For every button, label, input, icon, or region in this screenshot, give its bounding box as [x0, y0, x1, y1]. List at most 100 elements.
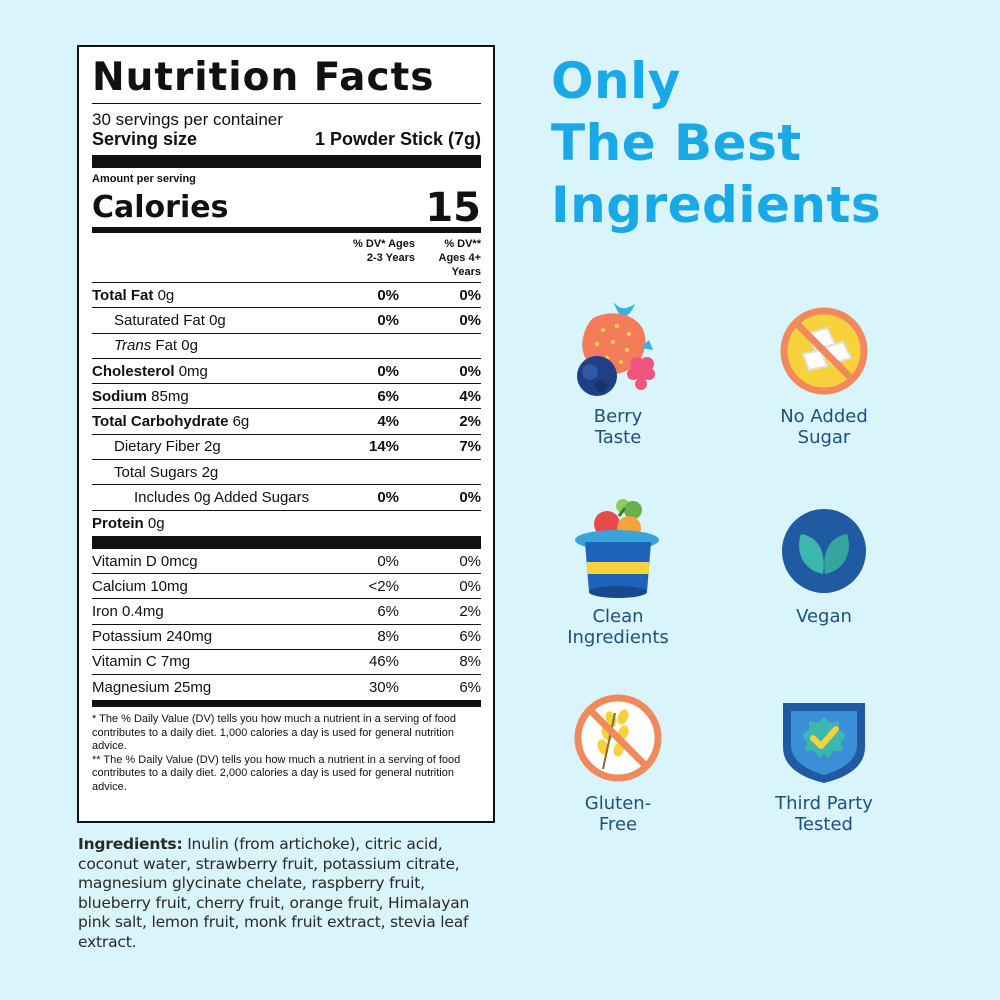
vitamin-dv-1: 30%: [368, 679, 399, 696]
nutrient-dv-1: 14%: [368, 438, 399, 456]
vitamin-row: Magnesium 25mg 30% 6%: [92, 675, 481, 700]
feature-label-line-2: Sugar: [797, 427, 851, 448]
nutrient-row: Dietary Fiber 2g 14% 7%: [92, 435, 481, 461]
nutrient-name: Total Sugars: [114, 463, 198, 481]
nutrient-dv-2: 7%: [459, 438, 481, 456]
vitamin-name: Iron 0.4mg: [92, 602, 164, 620]
nutrient-row: Cholesterol 0mg 0% 0%: [92, 359, 481, 385]
feature-berry-taste: Berry Taste: [518, 296, 718, 448]
nutrient-amount: 0g: [147, 514, 165, 532]
feature-vegan: Vegan: [724, 496, 924, 627]
serving-size-value: 1 Powder Stick (7g): [314, 129, 481, 149]
feature-label-line-1: Vegan: [796, 606, 852, 627]
nutrient-name: Sodium: [92, 387, 147, 405]
no-sugar-icon: [769, 296, 879, 406]
vitamin-name: Calcium 10mg: [92, 577, 188, 595]
nutrient-row: Total Sugars 2g: [92, 460, 481, 486]
ingredients-heading: Ingredients:: [78, 835, 183, 853]
calories-label: Calories: [92, 190, 229, 225]
nutrient-amount: 0g: [209, 311, 226, 329]
vitamin-dv-2: 0%: [459, 577, 481, 595]
nutrient-amount: 6g: [232, 413, 250, 431]
feature-third-party-tested: Third Party Tested: [724, 683, 924, 835]
dv-header-ages-2-3: % DV* Ages 2-3 Years: [353, 238, 415, 264]
nutrient-amount: 0mg: [178, 362, 208, 380]
nutrient-dv-1: 0%: [377, 286, 399, 304]
servings-per-container: 30 servings per container: [92, 110, 283, 129]
checkmark-badge-icon: [769, 683, 879, 793]
nutrient-dv-2: 2%: [459, 413, 481, 431]
footnote-2000-cal: ** The % Daily Value (DV) tells you how …: [92, 753, 461, 793]
footnote-1000-cal: * The % Daily Value (DV) tells you how m…: [92, 713, 456, 753]
vitamin-dv-2: 8%: [459, 653, 481, 671]
dv-header-ages-4-plus: % DV** Ages 4+ Years: [438, 238, 482, 278]
nutrient-dv-2: 0%: [459, 489, 481, 507]
headline-line-1: Only: [551, 52, 681, 110]
nutrient-dv-1: 0%: [377, 362, 399, 380]
vitamin-name: Magnesium 25mg: [92, 679, 212, 696]
feature-label: No Added Sugar: [724, 406, 924, 448]
vitamin-row: Iron 0.4mg 6% 2%: [92, 599, 481, 625]
divider-thick: [92, 155, 481, 168]
nutrient-row: Total Carbohydrate 6g 4% 2%: [92, 409, 481, 435]
nutrient-dv-2: 0%: [459, 362, 481, 380]
vitamin-dv-1: 6%: [377, 602, 399, 620]
feature-label: Berry Taste: [518, 406, 718, 448]
feature-label-line-1: No Added: [780, 406, 868, 427]
divider-thick: [92, 535, 481, 549]
serving-size-label: Serving size: [92, 129, 198, 149]
vitamin-name: Vitamin D 0mcg: [92, 552, 198, 570]
nutrient-name: Saturated Fat: [114, 311, 205, 329]
feature-label-line-2: Taste: [594, 427, 642, 448]
nutrient-name: Trans: [114, 337, 152, 355]
berries-icon: [563, 296, 673, 406]
nutrient-dv-1: 6%: [377, 387, 399, 405]
ingredients-text: Ingredients: Inulin (from artichoke), ci…: [78, 835, 498, 952]
nutrient-name: Cholesterol: [92, 362, 175, 380]
leaf-icon: [769, 496, 879, 606]
vitamin-name: Potassium 240mg: [92, 628, 213, 646]
nutrient-row: Saturated Fat 0g 0% 0%: [92, 308, 481, 334]
divider-thick: [92, 700, 481, 708]
nutrition-facts-label: Nutrition Facts 30 servings per containe…: [77, 45, 495, 823]
vitamin-name: Vitamin C 7mg: [92, 653, 191, 671]
headline-line-3: Ingredients: [551, 176, 882, 234]
feature-no-added-sugar: No Added Sugar: [724, 296, 924, 448]
feature-label-line-1: Gluten-: [584, 793, 652, 814]
amount-per-serving: Amount per serving: [92, 173, 196, 185]
nutrient-row: Includes 0g Added Sugars 0% 0%: [92, 485, 481, 511]
nutrient-amount: 85mg: [151, 387, 189, 405]
nutrient-name: Total Fat: [92, 286, 154, 304]
headline: Only The Best Ingredients: [551, 50, 971, 236]
feature-label-line-2: Tested: [795, 814, 853, 835]
nutrient-name: Protein: [92, 514, 144, 532]
feature-label-line-2: Free: [598, 814, 638, 835]
nutrient-name: Dietary Fiber: [114, 438, 200, 456]
nutrient-name: Includes 0g Added Sugars: [134, 489, 310, 507]
nutrient-row: Sodium 85mg 6% 4%: [92, 384, 481, 410]
vitamin-dv-2: 6%: [459, 628, 481, 646]
vitamin-row: Potassium 240mg 8% 6%: [92, 625, 481, 650]
no-wheat-icon: [563, 683, 673, 793]
nutrient-dv-1: 0%: [377, 489, 399, 507]
vitamin-row: Calcium 10mg <2% 0%: [92, 574, 481, 600]
feature-label: Vegan: [724, 606, 924, 627]
headline-line-2: The Best: [551, 114, 802, 172]
vitamin-dv-2: 0%: [459, 552, 481, 570]
nutrient-amount: 2g: [204, 438, 221, 456]
feature-clean-ingredients: Clean Ingredients: [518, 496, 718, 648]
calories-value: 15: [425, 185, 481, 231]
feature-label: Clean Ingredients: [518, 606, 718, 648]
divider-medium: [92, 227, 481, 233]
nutrient-dv-2: 4%: [459, 387, 481, 405]
ingredients-list: Inulin (from artichoke), citric acid, co…: [78, 835, 470, 951]
feature-label-line-1: Clean: [592, 606, 644, 627]
nutrient-dv-2: 0%: [459, 286, 481, 304]
nutrient-dv-1: 4%: [377, 413, 399, 431]
dv-header: % DV* Ages 2-3 Years % DV** Ages 4+ Year…: [92, 233, 481, 283]
nutrient-amount: Fat 0g: [155, 337, 198, 355]
nutrient-dv-2: 0%: [459, 311, 481, 329]
feature-label-line-1: Berry: [593, 406, 643, 427]
vitamin-dv-1: 46%: [368, 653, 399, 671]
nutrient-name: Total Carbohydrate: [92, 413, 229, 431]
